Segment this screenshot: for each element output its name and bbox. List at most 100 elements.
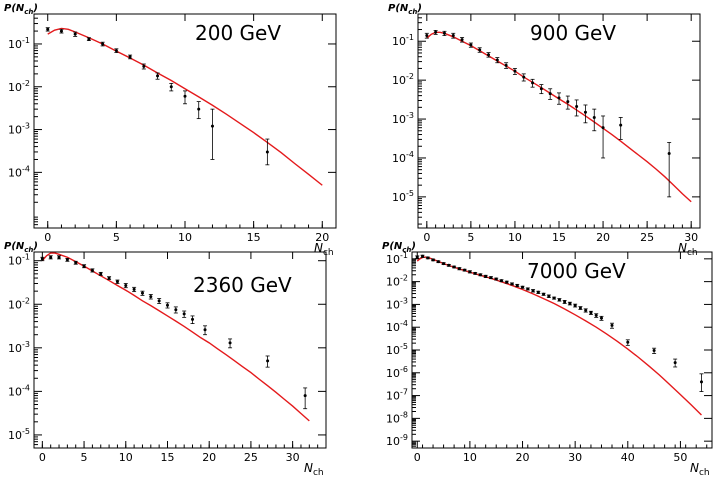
data-marker	[73, 32, 77, 36]
data-marker	[107, 276, 111, 280]
data-marker	[575, 105, 579, 109]
data-marker	[183, 94, 187, 98]
data-marker	[87, 37, 91, 41]
y-tick-label: 10-1	[8, 36, 30, 51]
data-point	[486, 52, 491, 58]
x-tick-label: 20	[516, 451, 530, 464]
plot-frame	[33, 13, 337, 229]
data-marker	[40, 257, 44, 261]
data-point	[48, 255, 53, 260]
data-point	[460, 37, 465, 43]
data-point	[123, 283, 128, 289]
data-point	[436, 260, 441, 264]
data-point	[531, 289, 536, 293]
data-point	[73, 260, 78, 265]
x-tick-label: 25	[244, 451, 258, 464]
data-marker	[182, 312, 186, 316]
data-marker	[478, 48, 482, 52]
y-tick-label: 10-5	[392, 189, 414, 204]
y-axis-label: P(Nch)	[388, 3, 422, 16]
data-marker	[563, 300, 567, 304]
model-curve	[416, 256, 702, 416]
data-point	[573, 303, 578, 308]
data-marker	[82, 264, 86, 268]
y-tick-label: 10-1	[8, 253, 30, 268]
data-point	[530, 78, 535, 88]
data-point	[265, 138, 270, 166]
x-tick-label: 10	[508, 231, 522, 244]
data-marker	[210, 124, 214, 128]
data-point	[565, 95, 570, 110]
x-axis-label: Nch	[304, 461, 324, 478]
data-marker	[589, 311, 593, 315]
data-marker	[592, 115, 596, 119]
data-point	[541, 292, 546, 296]
x-tick-label: 30	[286, 451, 300, 464]
data-point	[420, 254, 425, 258]
data-marker	[157, 299, 161, 303]
data-point	[588, 310, 593, 315]
y-tick-label: 10-9	[386, 433, 408, 448]
data-marker	[101, 42, 105, 46]
data-point	[107, 276, 112, 280]
data-marker	[487, 53, 490, 57]
data-point	[265, 355, 270, 368]
data-point	[494, 277, 499, 281]
data-marker	[142, 64, 146, 68]
data-marker	[494, 277, 498, 281]
data-marker	[504, 63, 508, 67]
data-marker	[140, 291, 144, 295]
data-point	[457, 267, 462, 271]
y-tick-label: 10-4	[392, 150, 414, 165]
data-point	[699, 373, 704, 392]
data-marker	[542, 292, 546, 296]
x-tick-label: 15	[160, 451, 174, 464]
data-point	[431, 258, 436, 262]
data-marker	[169, 85, 173, 89]
data-marker	[526, 287, 530, 291]
data-point	[451, 32, 456, 39]
y-tick-label: 10-4	[8, 164, 30, 179]
y-tick-label: 10-5	[8, 427, 30, 442]
data-point	[228, 338, 233, 349]
y-tick-label: 10-2	[8, 296, 30, 311]
data-point	[515, 283, 520, 288]
data-marker	[536, 290, 540, 294]
data-marker	[531, 289, 535, 293]
data-point	[442, 30, 447, 36]
data-point	[548, 88, 553, 100]
y-tick-label: 10-4	[386, 319, 408, 334]
x-tick-label: 15	[247, 231, 261, 244]
data-point	[183, 90, 187, 105]
data-point	[525, 287, 530, 291]
data-point	[477, 47, 482, 53]
data-point	[86, 37, 91, 41]
data-marker	[463, 268, 467, 272]
data-point	[495, 57, 500, 64]
data-marker	[699, 380, 703, 384]
x-tick-label: 50	[673, 451, 687, 464]
data-marker	[90, 268, 94, 272]
data-point	[592, 108, 597, 132]
data-point	[599, 315, 604, 321]
data-point	[424, 32, 429, 39]
data-marker	[115, 280, 119, 284]
data-marker	[149, 295, 153, 299]
data-marker	[451, 34, 455, 38]
x-tick-label: 5	[113, 231, 120, 244]
y-tick-label: 10-2	[392, 72, 414, 87]
data-marker	[447, 263, 451, 267]
data-point	[40, 256, 45, 262]
data-point	[203, 325, 208, 336]
data-marker	[548, 92, 552, 96]
data-marker	[434, 30, 438, 34]
data-marker	[415, 255, 419, 259]
chart-title: 2360 GeV	[193, 273, 292, 297]
data-marker	[49, 255, 53, 259]
data-marker	[539, 87, 543, 91]
data-point	[303, 387, 308, 410]
data-point	[114, 48, 119, 53]
data-point	[652, 347, 657, 354]
data-point	[546, 294, 551, 298]
